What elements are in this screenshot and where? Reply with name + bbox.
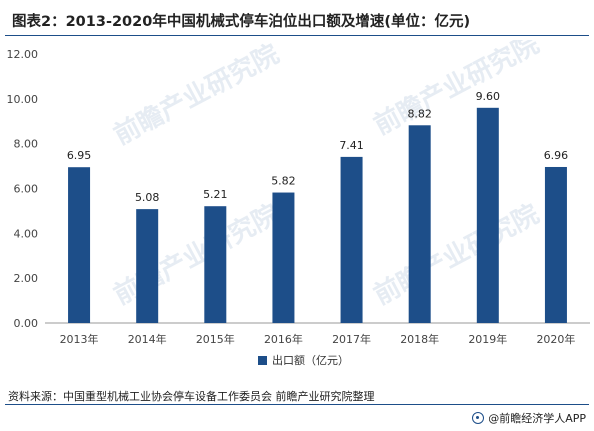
- title-divider: [5, 35, 589, 36]
- x-tick-label: 2015年: [196, 332, 235, 346]
- y-tick-label: 4.00: [14, 227, 39, 240]
- data-label: 5.82: [271, 175, 296, 188]
- x-tick-label: 2017年: [332, 332, 371, 346]
- bar: [408, 125, 431, 323]
- bar: [544, 166, 567, 323]
- bar: [476, 107, 499, 323]
- data-label: 8.82: [407, 107, 432, 120]
- data-label: 6.95: [67, 149, 92, 162]
- bar-series: 6.95 5.08 5.21 5.82 7.41 8.82 9.60 6.96: [67, 90, 568, 323]
- x-tick-label: 2019年: [468, 332, 507, 346]
- watermark-text: 前瞻产业研究院: [369, 198, 544, 311]
- legend-label: 出口额（亿元）: [272, 353, 349, 367]
- legend: 出口额（亿元）: [258, 353, 349, 367]
- watermark-text: 前瞻产业研究院: [109, 40, 284, 151]
- y-tick-label: 6.00: [14, 183, 39, 196]
- data-label: 9.60: [476, 90, 501, 103]
- y-tick-label: 12.00: [7, 48, 39, 61]
- x-tick-label: 2014年: [128, 332, 167, 346]
- chart-title: 图表2：2013-2020年中国机械式停车泊位出口额及增速(单位：亿元): [12, 14, 471, 30]
- y-tick-label: 0.00: [14, 317, 39, 330]
- data-label: 5.08: [135, 191, 160, 204]
- y-tick-label: 10.00: [7, 93, 39, 106]
- data-label: 6.96: [544, 149, 569, 162]
- watermark-text: 前瞻产业研究院: [369, 40, 544, 141]
- bar: [68, 167, 91, 323]
- watermark-text: 前瞻产业研究院: [109, 198, 284, 311]
- data-label: 7.41: [339, 139, 364, 152]
- bar: [272, 192, 295, 323]
- footer-divider: [5, 404, 589, 405]
- x-tick-label: 2020年: [536, 332, 575, 346]
- y-tick-label: 8.00: [14, 138, 39, 151]
- brand-credit: @前瞻经济学人APP: [472, 410, 586, 426]
- y-axis: 0.00 2.00 4.00 6.00 8.00 10.00 12.00: [7, 48, 39, 330]
- brand-logo-icon: [472, 412, 485, 424]
- data-label: 5.21: [203, 188, 228, 201]
- x-tick-label: 2018年: [400, 332, 439, 346]
- y-tick-label: 2.00: [14, 272, 39, 285]
- bar: [340, 156, 363, 323]
- x-axis: 2013年 2014年 2015年 2016年 2017年 2018年 2019年 2020年: [45, 322, 590, 346]
- bar: [136, 209, 159, 323]
- source-note: 资料来源：中国重型机械工业协会停车设备工作委员会 前瞻产业研究院整理: [8, 390, 375, 403]
- x-tick-label: 2016年: [264, 332, 303, 346]
- legend-swatch: [258, 356, 267, 365]
- brand-text: @前瞻经济学人APP: [488, 412, 586, 425]
- bar: [204, 206, 227, 323]
- x-tick-label: 2013年: [60, 332, 99, 346]
